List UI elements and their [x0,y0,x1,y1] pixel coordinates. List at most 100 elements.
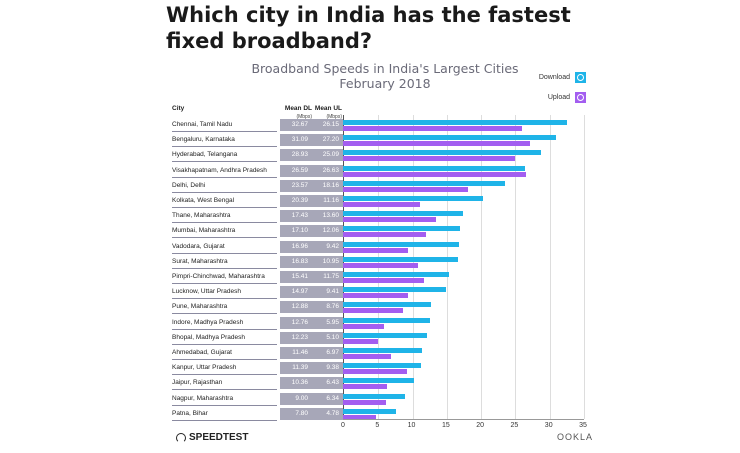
city-label: Bhopal, Madhya Pradesh [172,332,277,345]
gridline [515,115,517,419]
upload-bar [343,232,426,238]
upload-bar [343,308,404,314]
mean-ul-value: 9.38 [312,362,343,375]
city-label: Delhi, Delhi [172,180,277,193]
chart-row: Bhopal, Madhya Pradesh 12.23 5.10 [172,331,592,346]
city-label: Indore, Madhya Pradesh [172,317,277,330]
chart-row: Hyderabad, Telangana 28.93 25.09 [172,148,592,163]
legend-download: Download [520,71,586,84]
mean-dl-value: 12.88 [280,301,312,314]
download-bar [343,332,427,338]
headline: Which city in India has the fastest fixe… [166,3,571,53]
download-bar [343,196,483,201]
chart-row: Lucknow, Uttar Pradesh 14.97 9.41 [172,285,592,300]
x-tick-label: 20 [476,422,485,429]
upload-bar [343,202,420,207]
download-bar [343,272,449,277]
upload-bar [343,399,387,405]
download-bar [343,256,459,262]
chart-row: Indore, Madhya Pradesh 12.76 5.95 [172,316,592,331]
mean-ul-value: 11.75 [312,271,343,283]
ookla-logo: OOKLA [557,432,594,442]
header-mean-dl-label: Mean DL [284,105,312,112]
chart-row: Chennai, Tamil Nadu 32.67 26.15 [172,118,592,133]
x-axis [343,419,584,420]
download-bar [343,165,526,171]
upload-bar [343,171,526,177]
speedtest-gauge-icon [176,432,186,443]
download-bar [343,348,422,353]
chart-row: Vadodara, Gujarat 16.96 9.42 [172,240,592,255]
mean-dl-value: 10.36 [280,377,312,390]
speedtest-label: SPEEDTEST [189,432,249,443]
download-bar [343,135,557,141]
upload-bar [343,338,378,344]
mean-dl-value: 17.10 [280,225,312,238]
download-bar [343,120,568,125]
mean-dl-value: 11.39 [280,362,312,375]
mean-ul-value: 18.16 [312,179,343,192]
download-bar [343,378,415,384]
mean-ul-value: 13.60 [312,210,343,223]
x-tick-label: 35 [579,422,587,429]
download-bar [343,363,422,369]
download-bar [343,393,405,399]
mean-dl-value: 12.76 [280,316,312,329]
legend: Download Upload [520,71,586,111]
mean-dl-value: 15.41 [280,271,312,283]
mean-dl-value: 28.93 [280,149,312,162]
upload-bar [343,217,437,223]
gridline [446,115,448,419]
mean-dl-value: 31.09 [280,134,312,147]
header-mean-ul-unit: (Mbps) [326,114,342,120]
mean-ul-value: 6.43 [312,377,343,390]
x-tick-label: 30 [544,422,553,429]
mean-ul-value: 4.78 [312,407,343,420]
download-bar [343,211,463,217]
x-tick-label: 15 [441,422,450,429]
city-label: Bengaluru, Karnataka [172,134,277,148]
legend-upload-label: Upload [547,94,570,101]
mean-dl-value: 17.43 [280,210,312,223]
city-label: Hyderabad, Telangana [172,149,277,163]
x-tick-label: 0 [341,422,345,429]
mean-ul-value: 10.95 [312,255,343,268]
upload-bar [343,126,523,131]
x-tick-label: 25 [510,422,519,429]
mean-ul-value: 12.06 [312,225,343,238]
city-label: Thane, Maharashtra [172,210,277,224]
chart-row: Bengaluru, Karnataka 31.09 27.20 [172,133,592,148]
city-label: Nagpur, Maharashtra [172,393,277,406]
upload-bar [343,262,419,268]
chart-title: Broadband Speeds in India's Largest Citi… [250,61,520,91]
city-label: Ahmedabad, Gujarat [172,347,277,360]
header-mean-ul: Mean UL (Mbps) [311,105,342,121]
chart-row: Pimpri-Chinchwad, Maharashtra 15.41 11.75 [172,270,592,285]
download-bar [343,317,431,323]
chart-row: Jaipur, Rajasthan 10.36 6.43 [172,376,592,391]
download-bar [343,287,446,293]
mean-ul-value: 26.63 [312,164,343,177]
upload-bar [343,247,408,253]
header-mean-dl-unit: (Mbps) [296,114,312,120]
download-swatch-icon [575,72,586,83]
mean-dl-value: 16.83 [280,255,312,268]
upload-bar [343,141,530,147]
chart-row: Kolkata, West Bengal 20.39 11.16 [172,194,592,209]
chart-row: Mumbai, Maharashtra 17.10 12.06 [172,224,592,239]
download-bar [343,241,460,247]
upload-bar [343,369,408,375]
upload-bar [343,384,388,390]
city-label: Patna, Bihar [172,408,277,421]
legend-download-label: Download [538,74,570,81]
chart-row: Delhi, Delhi 23.57 18.16 [172,179,592,194]
city-label: Vadodara, Gujarat [172,241,277,254]
gridline [481,115,483,419]
city-label: Surat, Maharashtra [172,256,277,269]
gridline [549,115,551,419]
mean-dl-value: 7.80 [280,407,312,420]
mean-ul-value: 5.10 [312,331,343,344]
upload-bar [343,354,391,359]
download-bar [343,180,505,186]
mean-ul-value: 9.42 [312,240,343,253]
